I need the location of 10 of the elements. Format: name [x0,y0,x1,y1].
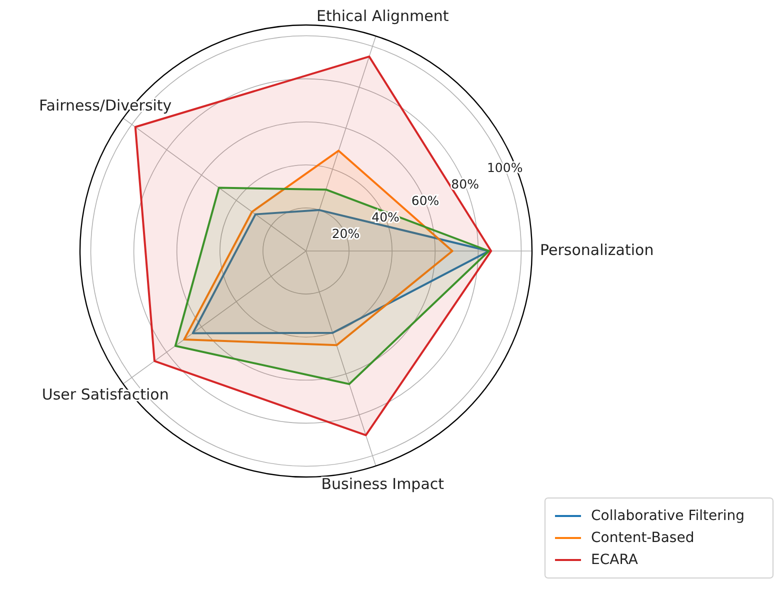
y-tick-label: 20% [332,226,360,241]
y-tick-label: 80% [451,176,480,192]
spoke-label: Ethical Alignment [316,7,449,26]
spoke-label: Business Impact [321,475,444,494]
legend-label: Collaborative Filtering [591,508,745,524]
legend-label: Content-Based [591,530,694,546]
y-tick-label: 40% [372,209,400,224]
y-tick-label: 60% [411,193,440,208]
legend-label: ECARA [591,552,638,568]
spoke-label: Personalization [540,241,654,260]
